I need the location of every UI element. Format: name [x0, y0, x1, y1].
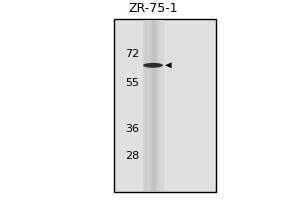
Bar	[159, 20, 160, 191]
Bar	[154, 20, 155, 191]
Ellipse shape	[143, 63, 163, 68]
Bar	[147, 20, 148, 191]
Bar	[156, 20, 157, 191]
Bar	[161, 20, 162, 191]
Bar	[157, 20, 158, 191]
Bar	[162, 20, 163, 191]
Bar	[151, 20, 152, 191]
Bar	[154, 20, 155, 191]
Bar	[144, 20, 145, 191]
Bar	[152, 20, 153, 191]
Bar	[160, 20, 161, 191]
Text: 36: 36	[125, 124, 140, 134]
Bar	[158, 20, 159, 191]
Bar	[143, 20, 144, 191]
Bar	[163, 20, 164, 191]
Bar	[145, 20, 146, 191]
Bar	[150, 20, 151, 191]
Bar	[146, 20, 147, 191]
Text: 55: 55	[125, 78, 140, 88]
Bar	[145, 20, 146, 191]
Bar	[158, 20, 159, 191]
Bar	[148, 20, 149, 191]
Bar	[161, 20, 162, 191]
Text: 28: 28	[125, 151, 140, 161]
Bar	[149, 20, 150, 191]
Bar	[159, 20, 160, 191]
Bar	[156, 20, 157, 191]
Bar	[152, 20, 153, 191]
Text: 72: 72	[125, 49, 140, 59]
Bar	[143, 20, 144, 191]
Bar	[142, 20, 164, 191]
Bar	[157, 20, 158, 191]
Bar	[149, 20, 150, 191]
Bar	[153, 20, 154, 191]
Bar	[155, 20, 156, 191]
Bar	[160, 20, 161, 191]
Text: ZR-75-1: ZR-75-1	[128, 2, 178, 15]
Bar	[142, 20, 143, 191]
Bar	[114, 19, 216, 192]
Bar	[150, 20, 151, 191]
Polygon shape	[165, 62, 172, 68]
Bar	[147, 20, 148, 191]
